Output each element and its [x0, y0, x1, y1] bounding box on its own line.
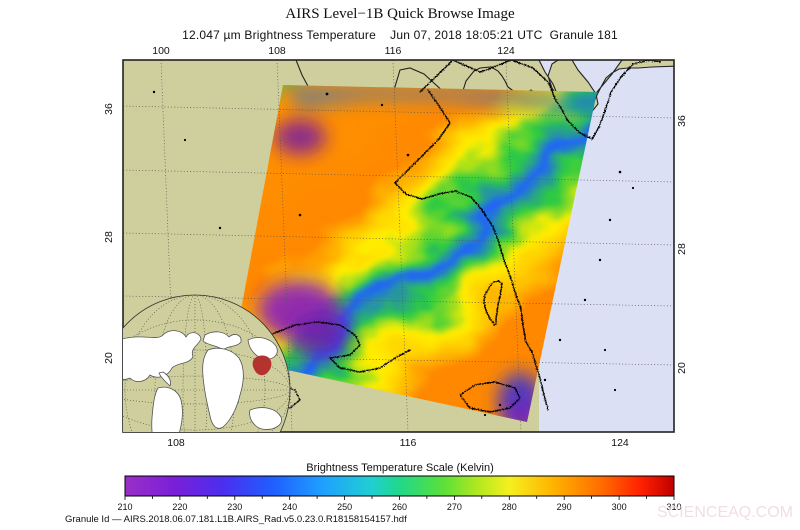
svg-text:124: 124 [497, 45, 515, 57]
svg-text:SCIENCEAQ.COM: SCIENCEAQ.COM [657, 504, 793, 521]
svg-text:124: 124 [611, 437, 629, 449]
svg-text:28: 28 [676, 243, 688, 255]
svg-text:280: 280 [502, 502, 517, 512]
svg-text:300: 300 [612, 502, 627, 512]
svg-text:20: 20 [103, 352, 115, 364]
svg-text:100: 100 [152, 45, 170, 57]
svg-text:116: 116 [385, 45, 402, 57]
svg-text:230: 230 [227, 502, 242, 512]
svg-text:Granule Id — AIRS.2018.06.07.1: Granule Id — AIRS.2018.06.07.181.L1B.AIR… [65, 514, 407, 525]
svg-text:210: 210 [117, 502, 132, 512]
svg-text:108: 108 [167, 437, 185, 449]
svg-text:240: 240 [282, 502, 297, 512]
svg-text:108: 108 [268, 45, 286, 57]
svg-text:250: 250 [337, 502, 352, 512]
svg-text:20: 20 [676, 362, 688, 374]
svg-text:260: 260 [392, 502, 407, 512]
svg-text:270: 270 [447, 502, 462, 512]
svg-text:36: 36 [676, 115, 688, 127]
svg-text:220: 220 [172, 502, 187, 512]
svg-text:290: 290 [557, 502, 572, 512]
svg-text:36: 36 [103, 103, 115, 115]
svg-text:116: 116 [400, 437, 417, 449]
svg-text:Brightness Temperature Scale (: Brightness Temperature Scale (Kelvin) [306, 462, 494, 474]
svg-text:28: 28 [103, 231, 115, 243]
